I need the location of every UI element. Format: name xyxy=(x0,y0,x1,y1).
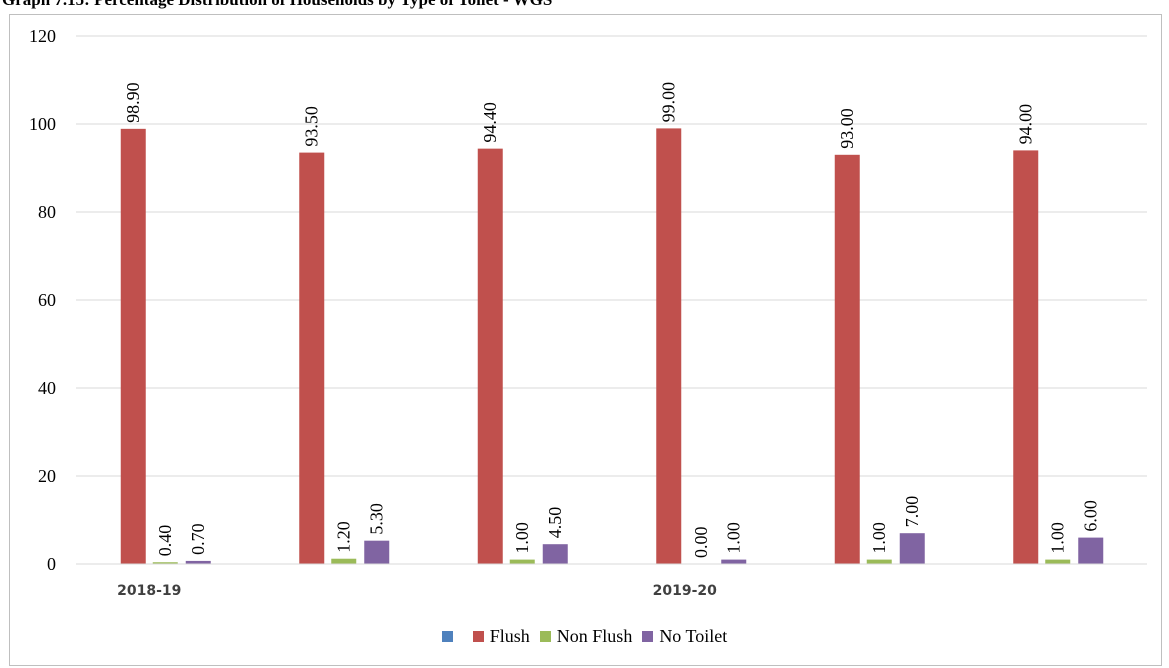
data-label-flush: 94.00 xyxy=(1016,104,1036,145)
data-label-flush: 98.90 xyxy=(123,82,143,123)
data-label-non-flush: 1.00 xyxy=(869,522,889,554)
bar-no-toilet xyxy=(721,559,747,564)
legend-swatch xyxy=(642,631,654,642)
y-tick-label: 80 xyxy=(38,202,56,222)
legend-swatch xyxy=(539,631,551,642)
bar-no-toilet xyxy=(1078,537,1104,564)
data-label-non-flush: 0.40 xyxy=(155,525,175,557)
bar-flush xyxy=(299,152,325,564)
bar-non-flush xyxy=(866,559,892,564)
data-label-non-flush: 1.00 xyxy=(512,522,532,554)
y-tick-label: 120 xyxy=(29,26,56,46)
legend-swatch xyxy=(472,631,484,642)
data-label-non-flush: 1.20 xyxy=(334,521,354,553)
legend-label: Non Flush xyxy=(556,626,633,646)
legend-item: Non Flush xyxy=(539,626,633,647)
data-label-flush: 99.00 xyxy=(659,82,679,123)
data-label-flush: 93.00 xyxy=(837,108,857,149)
y-tick-label: 0 xyxy=(47,554,56,574)
legend-label: No Toilet xyxy=(659,626,728,646)
bar-flush xyxy=(120,128,146,564)
data-label-non-flush: 0.00 xyxy=(691,527,711,559)
legend-item: No Toilet xyxy=(642,626,727,647)
y-tick-label: 40 xyxy=(38,378,56,398)
bar-no-toilet xyxy=(185,560,211,564)
x-category-label: 2019-20 xyxy=(653,583,718,599)
bar-no-toilet xyxy=(542,544,568,564)
bar-no-toilet xyxy=(364,540,390,564)
chart-title: Graph 7.15: Percentage Distribution of H… xyxy=(2,0,552,10)
data-label-flush: 94.40 xyxy=(480,102,500,143)
data-label-no-toilet: 0.70 xyxy=(188,523,208,555)
bar-non-flush xyxy=(509,559,535,564)
legend-item xyxy=(441,631,463,642)
bar-no-toilet xyxy=(899,533,925,564)
chart-legend: Flush Non Flush No Toilet xyxy=(0,626,1169,647)
bar-non-flush xyxy=(331,558,357,564)
legend-label: Flush xyxy=(489,626,530,646)
y-tick-label: 20 xyxy=(38,466,56,486)
data-label-flush: 93.50 xyxy=(302,106,322,147)
data-label-no-toilet: 4.50 xyxy=(545,507,565,539)
bar-non-flush xyxy=(152,562,178,564)
legend-swatch xyxy=(441,631,453,642)
data-label-no-toilet: 6.00 xyxy=(1081,500,1101,532)
data-label-no-toilet: 1.00 xyxy=(724,522,744,554)
data-label-non-flush: 1.00 xyxy=(1048,522,1068,554)
bar-non-flush xyxy=(1045,559,1071,564)
data-label-no-toilet: 7.00 xyxy=(902,496,922,528)
legend-item: Flush xyxy=(472,626,530,647)
bar-flush xyxy=(477,148,503,564)
chart-frame xyxy=(9,14,1162,666)
data-label-no-toilet: 5.30 xyxy=(367,503,387,535)
y-tick-label: 60 xyxy=(38,290,56,310)
bar-flush xyxy=(656,128,682,564)
y-tick-label: 100 xyxy=(29,114,56,134)
bar-flush xyxy=(834,154,860,565)
bar-flush xyxy=(1013,150,1039,564)
x-category-label: 2018-19 xyxy=(117,583,181,599)
